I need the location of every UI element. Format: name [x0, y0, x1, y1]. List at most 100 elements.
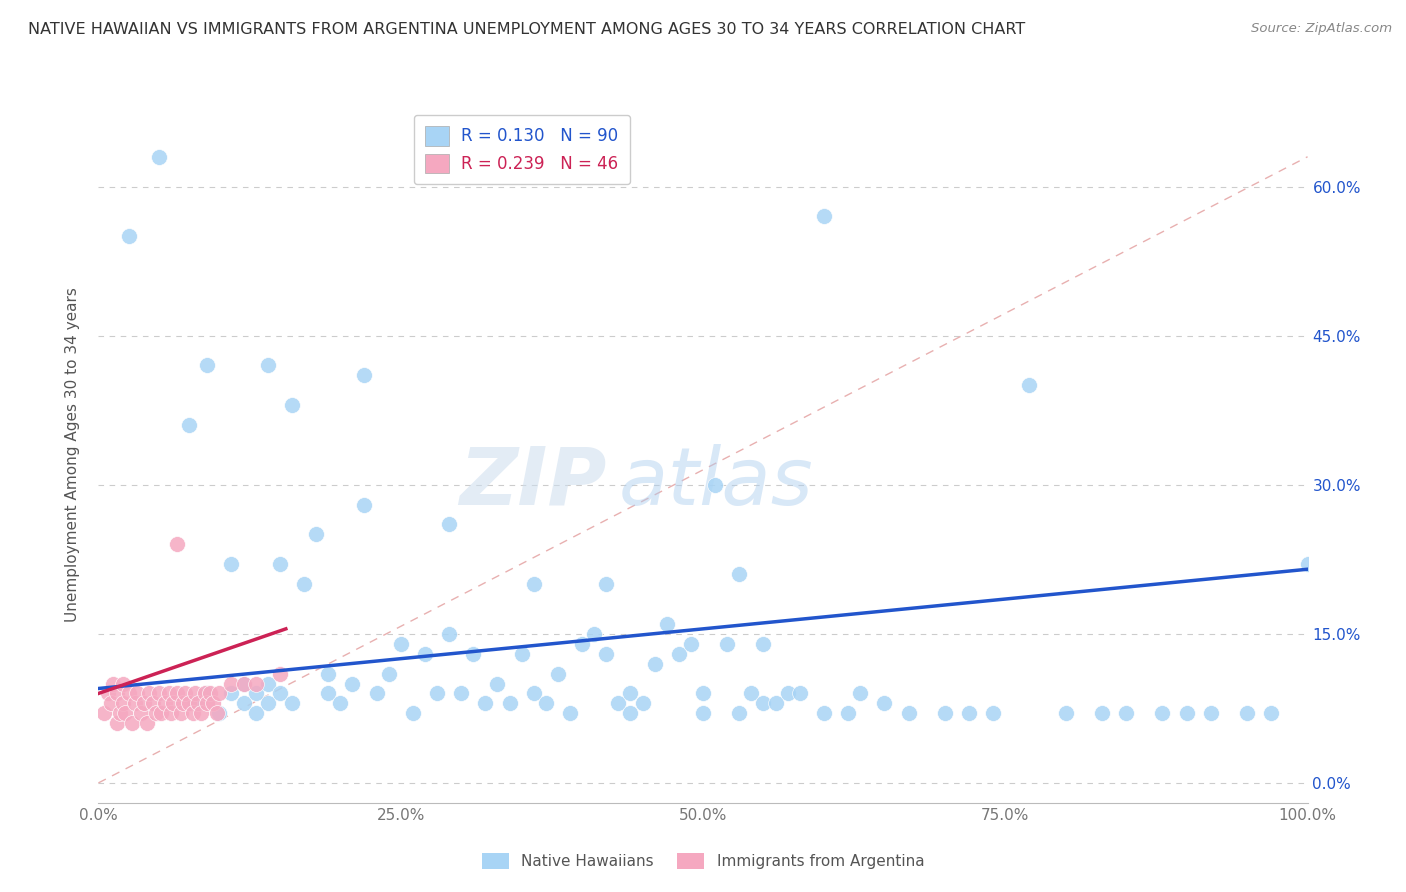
Point: [181, 706, 204, 721]
Point: [813, 210, 835, 224]
Point: [145, 706, 167, 721]
Point: [1054, 706, 1077, 721]
Point: [426, 686, 449, 700]
Point: [97, 686, 120, 700]
Point: [1296, 558, 1319, 572]
Point: [179, 418, 201, 433]
Point: [135, 716, 157, 731]
Point: [157, 686, 180, 700]
Point: [205, 706, 228, 721]
Point: [108, 706, 131, 721]
Point: [728, 706, 751, 721]
Point: [172, 697, 194, 711]
Point: [194, 686, 217, 700]
Point: [208, 706, 231, 721]
Point: [957, 706, 980, 721]
Point: [148, 686, 170, 700]
Point: [245, 676, 267, 690]
Point: [595, 647, 617, 661]
Point: [111, 697, 134, 711]
Text: NATIVE HAWAIIAN VS IMMIGRANTS FROM ARGENTINA UNEMPLOYMENT AMONG AGES 30 TO 34 YE: NATIVE HAWAIIAN VS IMMIGRANTS FROM ARGEN…: [28, 22, 1025, 37]
Point: [127, 686, 149, 700]
Point: [679, 637, 702, 651]
Point: [100, 697, 122, 711]
Point: [174, 686, 197, 700]
Point: [292, 577, 315, 591]
Point: [166, 537, 188, 551]
Point: [644, 657, 666, 671]
Point: [256, 697, 278, 711]
Point: [195, 697, 218, 711]
Point: [232, 676, 254, 690]
Point: [93, 706, 115, 721]
Point: [619, 686, 641, 700]
Point: [184, 697, 207, 711]
Point: [474, 697, 496, 711]
Point: [437, 627, 460, 641]
Point: [873, 697, 896, 711]
Point: [342, 676, 364, 690]
Point: [105, 716, 128, 731]
Point: [583, 627, 606, 641]
Point: [1115, 706, 1137, 721]
Point: [269, 558, 291, 572]
Point: [728, 567, 751, 582]
Point: [150, 706, 173, 721]
Point: [704, 477, 727, 491]
Point: [256, 359, 278, 373]
Y-axis label: Unemployment Among Ages 30 to 34 years: Unemployment Among Ages 30 to 34 years: [65, 287, 80, 623]
Point: [934, 706, 956, 721]
Point: [195, 359, 218, 373]
Point: [111, 676, 134, 690]
Point: [1175, 706, 1198, 721]
Point: [837, 706, 859, 721]
Point: [981, 706, 1004, 721]
Point: [752, 637, 775, 651]
Point: [776, 686, 799, 700]
Point: [208, 686, 231, 700]
Point: [221, 686, 243, 700]
Point: [1199, 706, 1222, 721]
Point: [595, 577, 617, 591]
Point: [129, 706, 152, 721]
Point: [169, 706, 191, 721]
Point: [1236, 706, 1258, 721]
Point: [523, 577, 546, 591]
Point: [619, 706, 641, 721]
Point: [142, 697, 165, 711]
Point: [202, 697, 225, 711]
Point: [692, 706, 714, 721]
Point: [124, 697, 146, 711]
Point: [716, 637, 738, 651]
Point: [813, 706, 835, 721]
Point: [1152, 706, 1174, 721]
Point: [269, 686, 291, 700]
Point: [153, 697, 176, 711]
Point: [498, 697, 520, 711]
Point: [101, 676, 124, 690]
Text: Source: ZipAtlas.com: Source: ZipAtlas.com: [1251, 22, 1392, 36]
Point: [221, 558, 243, 572]
Point: [305, 527, 328, 541]
Point: [437, 517, 460, 532]
Legend: Native Hawaiians, Immigrants from Argentina: Native Hawaiians, Immigrants from Argent…: [475, 847, 931, 875]
Point: [668, 647, 690, 661]
Point: [232, 676, 254, 690]
Point: [316, 666, 339, 681]
Point: [692, 686, 714, 700]
Point: [134, 697, 156, 711]
Point: [765, 697, 787, 711]
Point: [752, 697, 775, 711]
Point: [740, 686, 762, 700]
Point: [232, 697, 254, 711]
Point: [148, 150, 170, 164]
Point: [631, 697, 654, 711]
Point: [114, 706, 136, 721]
Point: [366, 686, 388, 700]
Point: [558, 706, 581, 721]
Point: [245, 686, 267, 700]
Point: [486, 676, 509, 690]
Point: [162, 697, 184, 711]
Point: [534, 697, 557, 711]
Point: [450, 686, 472, 700]
